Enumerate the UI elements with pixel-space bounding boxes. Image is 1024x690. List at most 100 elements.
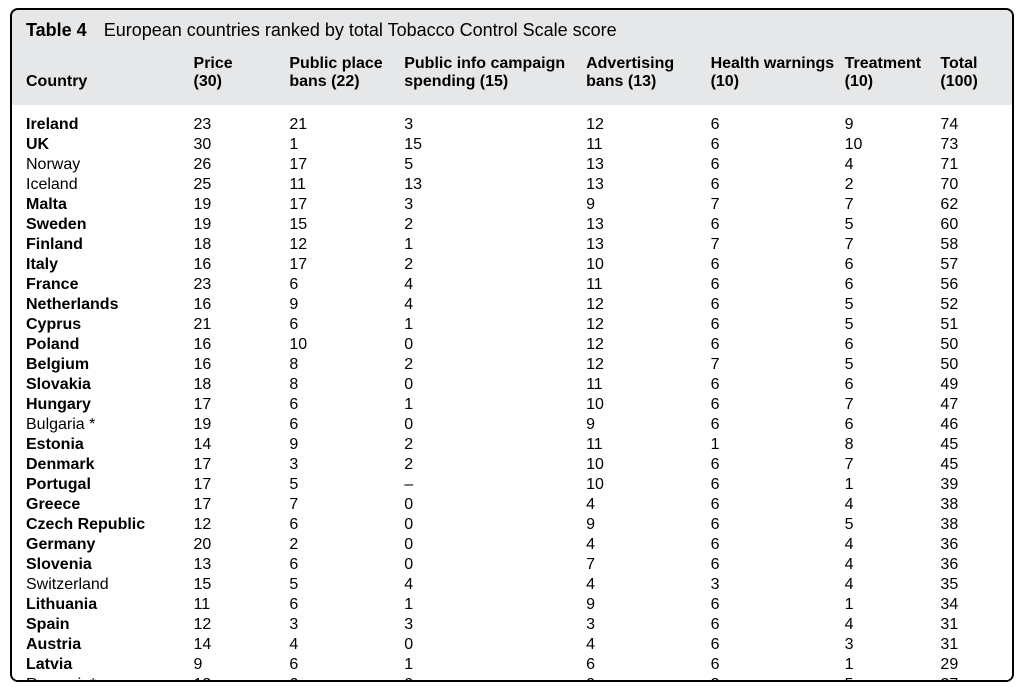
value-cell: 6: [711, 395, 845, 415]
value-cell: 11: [586, 375, 710, 395]
value-cell: 35: [940, 575, 998, 595]
value-cell: 13: [586, 215, 710, 235]
value-cell: 12: [586, 355, 710, 375]
value-cell: 31: [940, 635, 998, 655]
value-cell: 50: [940, 355, 998, 375]
country-cell: Bulgaria *: [26, 415, 194, 435]
value-cell: 17: [194, 455, 290, 475]
value-cell: 18: [194, 235, 290, 255]
table-body: Ireland23213126974UK301151161073Norway26…: [12, 105, 1012, 682]
value-cell: 34: [940, 595, 998, 615]
table-row: Iceland251113136270: [26, 175, 998, 195]
value-cell: 6: [711, 515, 845, 535]
value-cell: 6: [289, 395, 404, 415]
country-cell: Austria: [26, 635, 194, 655]
table-row: Belgium1682127550: [26, 355, 998, 375]
value-cell: 4: [404, 295, 586, 315]
value-cell: 4: [845, 155, 941, 175]
value-cell: 49: [940, 375, 998, 395]
value-cell: 12: [586, 335, 710, 355]
value-cell: 17: [289, 255, 404, 275]
value-cell: 30: [194, 135, 290, 155]
value-cell: 38: [940, 515, 998, 535]
value-cell: 13: [586, 175, 710, 195]
country-cell: France: [26, 275, 194, 295]
value-cell: 4: [845, 575, 941, 595]
value-cell: 6: [711, 635, 845, 655]
value-cell: 36: [940, 555, 998, 575]
value-cell: 8: [289, 375, 404, 395]
country-cell: Hungary: [26, 395, 194, 415]
country-cell: Finland: [26, 235, 194, 255]
value-cell: 57: [940, 255, 998, 275]
value-cell: 19: [194, 195, 290, 215]
value-cell: 13: [586, 235, 710, 255]
value-cell: 10: [586, 395, 710, 415]
value-cell: 13: [194, 555, 290, 575]
value-cell: 5: [845, 295, 941, 315]
value-cell: 7: [845, 455, 941, 475]
column-header: Price(30): [194, 55, 290, 91]
value-cell: 2: [845, 175, 941, 195]
value-cell: 10: [586, 255, 710, 275]
value-cell: 12: [586, 315, 710, 335]
value-cell: 1: [711, 435, 845, 455]
country-cell: Romania*: [26, 675, 194, 682]
value-cell: 3: [404, 615, 586, 635]
value-cell: 4: [404, 275, 586, 295]
value-cell: 17: [194, 475, 290, 495]
value-cell: 15: [194, 575, 290, 595]
value-cell: 13: [194, 675, 290, 682]
value-cell: 9: [586, 415, 710, 435]
value-cell: 9: [586, 595, 710, 615]
value-cell: 51: [940, 315, 998, 335]
value-cell: 73: [940, 135, 998, 155]
value-cell: 11: [194, 595, 290, 615]
table-row: Malta1917397762: [26, 195, 998, 215]
value-cell: 16: [194, 255, 290, 275]
value-cell: 13: [404, 175, 586, 195]
value-cell: 4: [404, 575, 586, 595]
value-cell: 9: [194, 655, 290, 675]
table-row: Switzerland155443435: [26, 575, 998, 595]
value-cell: 3: [289, 615, 404, 635]
value-cell: 17: [194, 395, 290, 415]
value-cell: 9: [586, 515, 710, 535]
value-cell: 3: [404, 115, 586, 135]
value-cell: 1: [404, 235, 586, 255]
value-cell: 4: [586, 535, 710, 555]
value-cell: 1: [845, 475, 941, 495]
value-cell: 7: [586, 555, 710, 575]
value-cell: 7: [711, 195, 845, 215]
value-cell: 7: [711, 355, 845, 375]
value-cell: 6: [289, 675, 404, 682]
table-row: Netherlands1694126552: [26, 295, 998, 315]
value-cell: 74: [940, 115, 998, 135]
country-cell: Greece: [26, 495, 194, 515]
column-header: Country: [26, 73, 194, 91]
country-cell: Estonia: [26, 435, 194, 455]
value-cell: 6: [711, 415, 845, 435]
value-cell: 6: [586, 655, 710, 675]
value-cell: 16: [194, 335, 290, 355]
table-row: Austria144046331: [26, 635, 998, 655]
value-cell: 2: [289, 535, 404, 555]
value-cell: 5: [845, 355, 941, 375]
country-cell: Italy: [26, 255, 194, 275]
country-cell: Portugal: [26, 475, 194, 495]
table-row: Portugal175–106139: [26, 475, 998, 495]
value-cell: 14: [194, 635, 290, 655]
value-cell: 3: [845, 635, 941, 655]
value-cell: 6: [711, 375, 845, 395]
value-cell: 11: [586, 435, 710, 455]
value-cell: 38: [940, 495, 998, 515]
value-cell: 13: [586, 155, 710, 175]
table-row: Slovenia136076436: [26, 555, 998, 575]
table-row: Czech Republic126096538: [26, 515, 998, 535]
country-cell: Lithuania: [26, 595, 194, 615]
table-row: Romania*136003527: [26, 675, 998, 682]
value-cell: 8: [289, 355, 404, 375]
value-cell: 50: [940, 335, 998, 355]
value-cell: 16: [194, 355, 290, 375]
value-cell: 5: [404, 155, 586, 175]
